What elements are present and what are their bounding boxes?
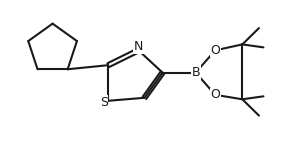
Text: O: O bbox=[210, 88, 220, 101]
Text: B: B bbox=[191, 66, 200, 79]
Text: S: S bbox=[100, 96, 108, 109]
Text: N: N bbox=[134, 40, 143, 53]
Text: O: O bbox=[210, 44, 220, 57]
